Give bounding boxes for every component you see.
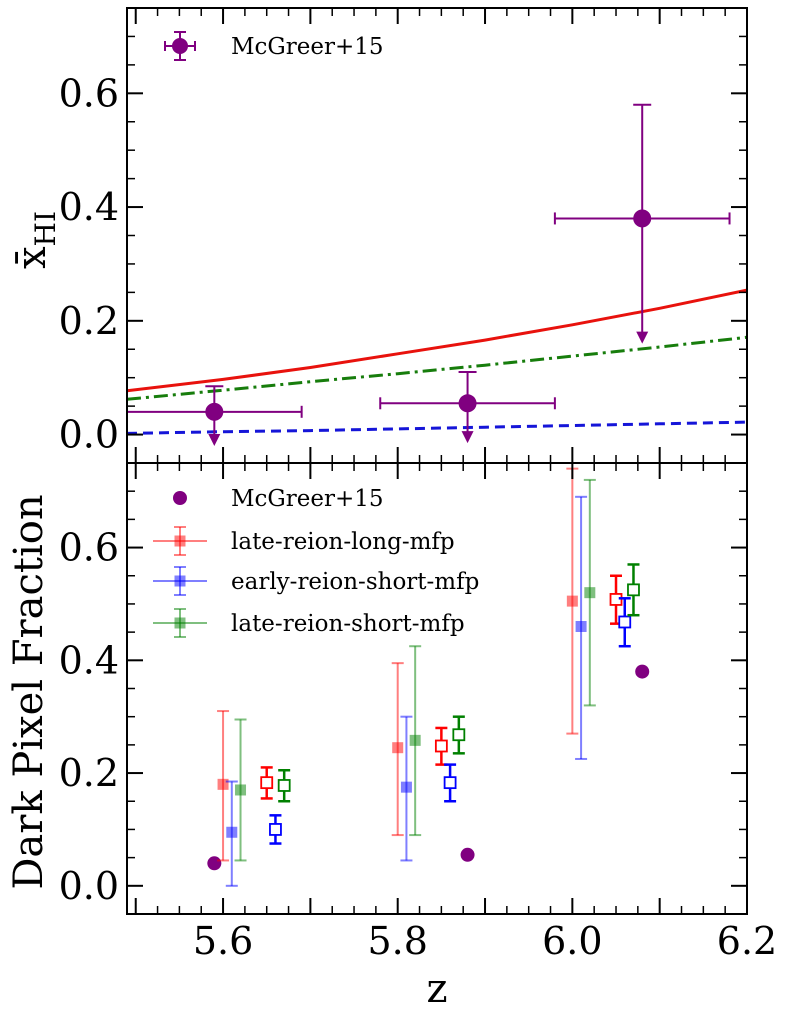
late-reion-short-mfp-open-square bbox=[452, 728, 466, 742]
early-reion-short-mfp-filled-square bbox=[226, 826, 238, 838]
legend-label: late-reion-long-mfp bbox=[231, 529, 455, 555]
early-reion-short-mfp-filled-square bbox=[575, 620, 587, 632]
legend-label: early-reion-short-mfp bbox=[231, 569, 479, 595]
y-tick-label: 0.6 bbox=[59, 526, 119, 570]
late-reion-long-mfp-open-square bbox=[434, 739, 448, 753]
mcgreer-data-point bbox=[458, 394, 477, 413]
late-reion-long-mfp-filled-square bbox=[217, 778, 229, 790]
top-y-axis-title-subscript: HI bbox=[29, 211, 62, 246]
legend-label-mcgreer: McGreer+15 bbox=[231, 34, 384, 60]
y-tick-label: 0.0 bbox=[59, 864, 119, 908]
plot-frame bbox=[126, 7, 748, 464]
mcgreer-dark-pixel-point bbox=[207, 856, 222, 871]
late-reion-short-mfp-filled-square bbox=[584, 587, 596, 599]
x-tick-label: 5.6 bbox=[193, 919, 253, 963]
late-reion-long-mfp-open-square bbox=[260, 776, 274, 790]
upper-limit-arrow-icon bbox=[461, 431, 474, 444]
top-y-axis-title: x̄HI bbox=[9, 211, 62, 269]
late-reion-short-mfp-filled-square bbox=[409, 734, 421, 746]
early-reion-short-mfp-open-square bbox=[269, 823, 282, 836]
x-axis-title: z bbox=[426, 966, 447, 1012]
early-reion-short-mfp-open-square bbox=[443, 776, 457, 790]
top-y-axis-title-main: x̄ bbox=[9, 246, 55, 269]
bottom-panel-dark-pixel-fraction: McGreer+15 late-reion-long-mfp early-reion… bbox=[59, 462, 777, 963]
y-tick-label: 0.0 bbox=[59, 413, 119, 457]
mcgreer-dark-pixel-point bbox=[635, 664, 650, 679]
y-tick-label: 0.4 bbox=[59, 185, 119, 229]
upper-limit-arrow-icon bbox=[208, 433, 221, 446]
mcgreer-data-point bbox=[205, 402, 224, 421]
late-reion-short-mfp-open-square bbox=[277, 779, 291, 792]
late-reion-long-mfp-filled-square bbox=[566, 595, 578, 607]
upper-limit-arrow-icon bbox=[636, 331, 649, 344]
axis-titles: x̄HI Dark Pixel Fraction z bbox=[6, 211, 448, 1012]
legend-marker-square bbox=[174, 535, 186, 547]
bottom-y-axis-title: Dark Pixel Fraction bbox=[6, 494, 52, 889]
y-tick-label: 0.6 bbox=[59, 71, 119, 115]
x-tick-label: 5.8 bbox=[367, 919, 427, 963]
y-tick-label: 0.4 bbox=[59, 638, 119, 682]
legend-label: McGreer+15 bbox=[231, 486, 384, 512]
mcgreer-data-point bbox=[633, 209, 652, 228]
late-reion-short-mfp-open-square bbox=[627, 583, 640, 597]
mcgreer-dark-pixel-point bbox=[460, 847, 475, 862]
early-reion-short-mfp-filled-square bbox=[400, 781, 412, 793]
x-tick-label: 6.0 bbox=[542, 919, 602, 963]
model-curve-dashdot bbox=[127, 335, 747, 401]
top-panel-neutral-fraction: McGreer+15 0.0 0.2 0.4 0.6 bbox=[59, 7, 748, 464]
model-curve-solid bbox=[127, 288, 747, 393]
late-reion-long-mfp-filled-square bbox=[392, 742, 404, 754]
legend-marker-point bbox=[172, 38, 188, 54]
model-curve-dashed bbox=[127, 420, 747, 435]
y-tick-label: 0.2 bbox=[59, 751, 119, 795]
late-reion-short-mfp-filled-square bbox=[235, 784, 247, 796]
legend-marker-mcgreer bbox=[173, 491, 187, 505]
legend-marker-square bbox=[174, 617, 186, 629]
legend-label: late-reion-short-mfp bbox=[231, 611, 465, 637]
x-tick-label: 6.2 bbox=[717, 919, 777, 963]
legend-marker-square bbox=[174, 575, 186, 587]
y-tick-label: 0.2 bbox=[59, 299, 119, 343]
early-reion-short-mfp-open-square bbox=[618, 615, 632, 629]
